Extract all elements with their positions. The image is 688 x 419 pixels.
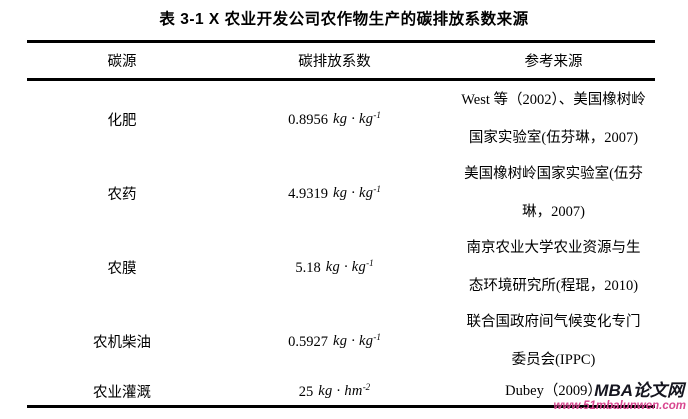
reference-text: 美国橡树岭国家实验室(伍芬 琳，2007) — [452, 155, 655, 231]
reference-line: 国家实验室(伍芬琳，2007) — [468, 130, 639, 146]
coefficient-value: 25 kg · hm-2 — [217, 382, 452, 401]
watermark-brand: MBA论文网 — [594, 381, 684, 400]
reference-line: 美国橡树岭国家实验室(伍芬 — [464, 166, 643, 182]
coefficient-unit: kg · kg — [333, 185, 374, 202]
reference-text: Dubey（2009） — [452, 381, 655, 401]
column-header-carbon-source: 碳源 — [107, 54, 137, 70]
coefficient-number: 5.18 — [295, 259, 321, 276]
carbon-source-label: 农业灌溉 — [93, 384, 151, 401]
emission-coefficient-table: 碳源 碳排放系数 参考来源 化肥 0.8956 kg · kg-1 West 等（… — [27, 40, 655, 408]
coefficient-number: 0.5927 — [288, 333, 328, 350]
table-rule-header — [27, 78, 655, 81]
reference-text: 南京农业大学农业资源与生 态环境研究所(程琨，2010) — [452, 229, 655, 305]
coefficient-exponent: -1 — [373, 183, 381, 194]
coefficient-value: 5.18 kg · kg-1 — [217, 258, 452, 277]
coefficient-exponent: -1 — [373, 109, 381, 120]
carbon-source-label: 农机柴油 — [93, 334, 151, 351]
coefficient-exponent: -2 — [362, 381, 371, 392]
coefficient-value: 0.8956 kg · kg-1 — [217, 110, 452, 129]
reference-text: 联合国政府间气候变化专门 委员会(IPPC) — [452, 303, 655, 379]
coefficient-value: 4.9319 kg · kg-1 — [217, 184, 452, 203]
table-row: 农机柴油 0.5927 kg · kg-1 联合国政府间气候变化专门 委员会(IP… — [27, 303, 655, 377]
coefficient-unit: kg · kg — [325, 259, 367, 276]
carbon-source-label: 化肥 — [107, 112, 137, 129]
watermark-url: www.51mbalunwen.com — [553, 400, 687, 412]
table-title: 表 3-1 X 农业开发公司农作物生产的碳排放系数来源 — [159, 11, 529, 28]
reference-line: 态环境研究所(程琨，2010) — [468, 278, 639, 294]
table-row: 农膜 5.18 kg · kg-1 南京农业大学农业资源与生 态环境研究所(程琨，… — [27, 229, 655, 303]
coefficient-number: 0.8956 — [288, 111, 328, 128]
coefficient-unit: kg · kg — [333, 111, 374, 128]
reference-text: West 等（2002）、美国橡树岭 国家实验室(伍芬琳，2007) — [452, 81, 655, 157]
coefficient-exponent: -1 — [373, 331, 381, 342]
table-rule-top — [27, 40, 655, 43]
table-row: 农业灌溉 25 kg · hm-2 Dubey（2009） — [27, 377, 655, 405]
reference-line: 联合国政府间气候变化专门 — [466, 314, 641, 330]
carbon-source-label: 农膜 — [107, 260, 137, 277]
coefficient-unit: kg · kg — [333, 333, 374, 350]
coefficient-value: 0.5927 kg · kg-1 — [217, 332, 452, 351]
reference-line: 琳，2007) — [522, 204, 585, 220]
coefficient-unit: kg · hm — [318, 383, 363, 400]
reference-line: West 等（2002）、美国橡树岭 — [461, 92, 646, 108]
column-header-coefficient: 碳排放系数 — [298, 54, 371, 70]
column-header-reference: 参考来源 — [524, 54, 583, 70]
table-rule-bottom — [27, 405, 655, 408]
reference-line: Dubey（2009） — [505, 383, 602, 399]
reference-line: 委员会(IPPC) — [511, 352, 596, 368]
coefficient-number: 4.9319 — [288, 185, 328, 202]
coefficient-exponent: -1 — [366, 257, 374, 268]
carbon-source-label: 农药 — [107, 186, 137, 203]
table-row: 化肥 0.8956 kg · kg-1 West 等（2002）、美国橡树岭 国家… — [27, 81, 655, 155]
table-header-row: 碳源 碳排放系数 参考来源 — [27, 43, 655, 78]
table-row: 农药 4.9319 kg · kg-1 美国橡树岭国家实验室(伍芬 琳，2007) — [27, 155, 655, 229]
reference-line: 南京农业大学农业资源与生 — [466, 240, 641, 256]
site-watermark: MBA论文网 www.51mbalunwen.com — [554, 381, 687, 413]
coefficient-number: 25 — [298, 383, 314, 400]
